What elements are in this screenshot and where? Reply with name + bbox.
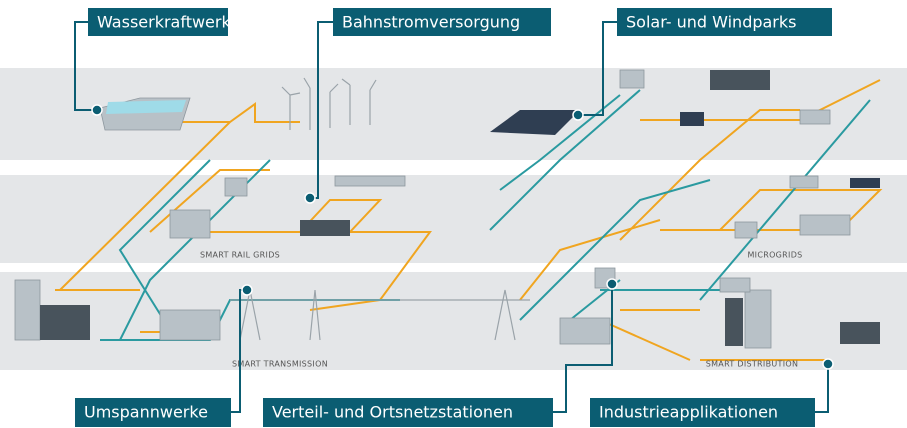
callout-label: Umspannwerke [84, 403, 208, 422]
diagram: SMART RAIL GRIDS MICROGRIDS SMART TRANSM… [0, 0, 907, 428]
section-label: MICROGRIDS [747, 251, 802, 260]
callout-label: Wasserkraftwerke [97, 13, 240, 32]
callout-label: Bahnstromversorgung [342, 13, 520, 32]
callout-label: Industrieapplikationen [599, 403, 778, 422]
section-label: SMART RAIL GRIDS [200, 251, 280, 260]
callout-label: Verteil- und Ortsnetzstationen [272, 403, 513, 422]
section-label: SMART DISTRIBUTION [706, 360, 799, 369]
section-label: SMART TRANSMISSION [232, 360, 328, 369]
callout-label: Solar- und Windparks [626, 13, 796, 32]
